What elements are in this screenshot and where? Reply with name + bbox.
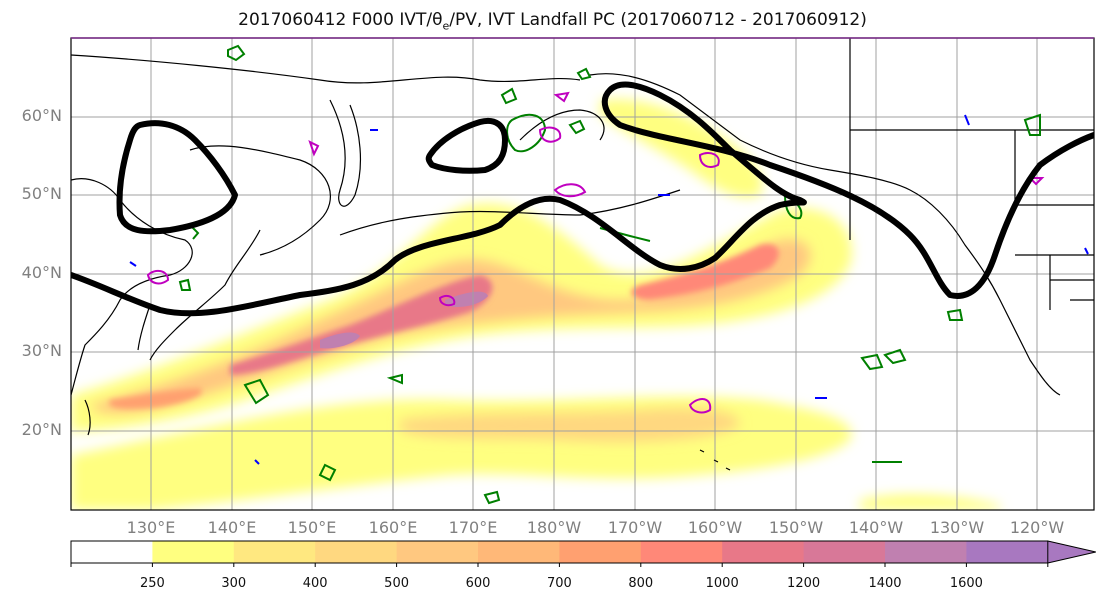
- ivt-core-east: [631, 244, 779, 300]
- ivt-pc-main: [71, 81, 1094, 317]
- colorbar-swatch-10: [885, 541, 967, 563]
- pv-magenta-8: [553, 91, 570, 103]
- lon-label-150e: 150°E: [287, 518, 337, 537]
- pv-magenta-6: [438, 294, 456, 307]
- colorbar-swatch-1: [152, 541, 235, 563]
- border-us-states: [1049, 255, 1094, 310]
- pv-blue-1: [254, 459, 260, 465]
- colorbar-label-1600: 1600: [949, 576, 983, 591]
- pv-green-9: [318, 463, 337, 482]
- pv-blue-5: [129, 261, 137, 267]
- pv-magenta-3: [698, 152, 720, 168]
- lon-label-130w: 130°W: [929, 518, 985, 537]
- colorbar-label-250: 250: [139, 576, 165, 591]
- ivt-band-south-inner: [400, 408, 740, 442]
- pv-green-14: [178, 278, 192, 291]
- lon-label-140e: 140°E: [207, 518, 257, 537]
- colorbar-swatch-2: [233, 541, 316, 563]
- pv-green-5: [576, 67, 592, 81]
- ivt-core-max: [320, 291, 488, 349]
- ivt-pc-loop-west: [116, 120, 238, 235]
- pv-magenta-7: [308, 140, 320, 157]
- map-title: 2017060412 F000 IVT/θe/PV, IVT Landfall …: [0, 10, 1105, 32]
- pv-blue-3: [964, 114, 970, 126]
- coast-kamchatka: [329, 99, 362, 207]
- colorbar-label-1000: 1000: [705, 576, 739, 591]
- colorbar-label-1200: 1200: [787, 576, 821, 591]
- lon-label-170w: 170°W: [607, 518, 663, 537]
- colorbar-swatch-4: [396, 541, 479, 563]
- pv-green-1: [227, 44, 246, 62]
- coast-japan: [149, 229, 261, 361]
- lon-label-150w: 150°W: [768, 518, 824, 537]
- pv-green-13: [946, 308, 964, 321]
- colorbar-label-400: 400: [302, 576, 328, 591]
- ivt-pc-contour: [71, 81, 1094, 317]
- colorbar-label-800: 800: [628, 576, 654, 591]
- lon-label-160w: 160°W: [687, 518, 743, 537]
- colorbar-label-1400: 1400: [868, 576, 902, 591]
- ivt-core: [230, 275, 493, 375]
- title-subscript: e: [442, 19, 450, 33]
- border-canada: [849, 38, 1094, 256]
- pv-green-12: [883, 348, 907, 365]
- colorbar-swatch-6: [559, 541, 642, 563]
- ivt-shading: [71, 99, 1000, 510]
- coast-okhotsk: [189, 145, 331, 256]
- lon-label-140w: 140°W: [848, 518, 904, 537]
- lon-label-130e: 130°E: [126, 518, 176, 537]
- lat-label-40: 40°N: [21, 263, 62, 282]
- lon-label-180w: 180°W: [526, 518, 582, 537]
- pv-green-2: [500, 87, 518, 105]
- colorbar-swatch-3: [315, 541, 398, 563]
- pv-green-8: [243, 378, 270, 405]
- colorbar-swatch-0: [71, 541, 153, 563]
- lon-label-160e: 160°E: [368, 518, 418, 537]
- colorbar-label-500: 500: [384, 576, 409, 591]
- colorbar-swatch-9: [803, 541, 886, 563]
- pv-magenta-4: [688, 398, 712, 414]
- title-prefix: 2017060412 F000 IVT/θ: [238, 10, 443, 30]
- pv-magenta-9: [1027, 177, 1045, 186]
- ivt-pc-loop-north: [425, 118, 508, 174]
- coast-taiwan: [84, 399, 91, 436]
- coast-korea: [137, 304, 151, 351]
- colorbar-swatch-5: [478, 541, 560, 563]
- pv-magenta-1: [538, 126, 562, 143]
- pv-green-10: [483, 490, 501, 505]
- lat-label-20: 20°N: [21, 420, 62, 439]
- lat-label-30: 30°N: [21, 341, 62, 360]
- pv-magenta-2: [553, 183, 587, 198]
- colorbar-label-300: 300: [221, 576, 247, 591]
- colorbar-swatch-8: [722, 541, 805, 563]
- ivt-band-bottom-right: [860, 494, 1000, 510]
- ivt-band-inner: [90, 239, 811, 414]
- lat-label-50: 50°N: [21, 184, 62, 203]
- lat-label-60: 60°N: [21, 106, 62, 125]
- lon-label-170e: 170°E: [448, 518, 498, 537]
- pv-magenta-5: [146, 269, 170, 285]
- title-suffix: /PV, IVT Landfall PC (2017060712 - 20170…: [449, 10, 867, 30]
- colorbar-label-600: 600: [465, 576, 491, 591]
- pv-green-4: [568, 119, 586, 135]
- colorbar: [70, 540, 1096, 567]
- pv-green-7: [1023, 113, 1041, 136]
- pv-green-18: [386, 373, 403, 385]
- colorbar-swatch-11: [966, 541, 1049, 563]
- colorbar-label-700: 700: [546, 576, 572, 591]
- pv-green-11: [860, 353, 884, 371]
- ivt-band-alaska: [600, 99, 763, 198]
- ivt-core-west: [109, 388, 202, 409]
- colorbar-extend-arrow: [1047, 540, 1096, 564]
- lon-label-120w: 120°W: [1009, 518, 1065, 537]
- coast-hawaii: [699, 449, 731, 471]
- coast-bering: [519, 109, 605, 141]
- coast-siberia: [71, 54, 581, 84]
- pv-blue-4: [1084, 247, 1089, 255]
- coast-alaska: [589, 73, 1061, 396]
- colorbar-swatch-7: [640, 541, 723, 563]
